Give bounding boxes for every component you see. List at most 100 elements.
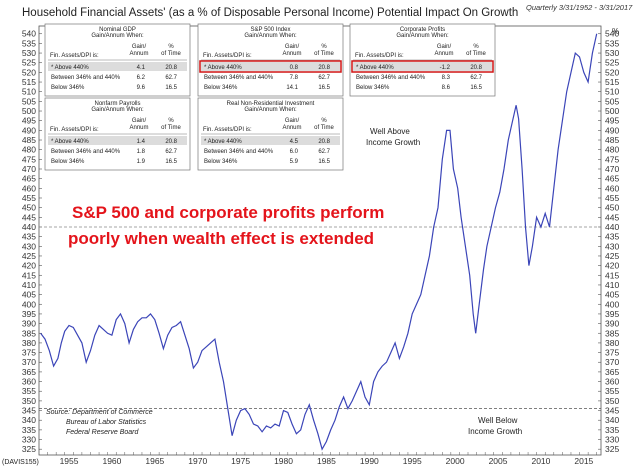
y-tick-label-left: 495 xyxy=(22,116,36,126)
y-tick-label-right: 365 xyxy=(605,367,619,377)
x-tick-label: 1975 xyxy=(231,456,250,466)
stats-table-row-gain: 7.8 xyxy=(290,75,299,81)
y-ticks-right: 3253303353403453503553603653703753803853… xyxy=(598,29,619,454)
y-tick-label-left: 465 xyxy=(22,174,36,184)
footer-tag: (DAVIS155) xyxy=(2,459,39,466)
stats-table-row-gain: 9.6 xyxy=(137,85,146,91)
stats-table-col1-header: Fin. Assets/DPI is: xyxy=(203,53,252,59)
y-tick-label-left: 395 xyxy=(22,309,36,319)
stats-table-row-gain: 1.4 xyxy=(137,139,146,145)
y-tick-label-left: 435 xyxy=(22,232,36,242)
stats-table-row-time: 16.5 xyxy=(470,85,482,91)
stats-table-row-time: 62.7 xyxy=(470,75,482,81)
y-tick-label-right: 390 xyxy=(605,319,619,329)
stats-table-title: Real Non-Residential Investment xyxy=(227,101,315,107)
y-tick-label-right: 460 xyxy=(605,183,619,193)
y-tick-label-right: 535 xyxy=(605,38,619,48)
x-tick-label: 1980 xyxy=(274,456,293,466)
x-tick-label: 2005 xyxy=(489,456,508,466)
stats-table-row-time: 62.7 xyxy=(318,75,330,81)
x-tick-label: 2010 xyxy=(531,456,550,466)
y-tick-label-right: 530 xyxy=(605,48,619,58)
y-tick-label-left: 400 xyxy=(22,299,36,309)
stats-table-row-label: Below 346% xyxy=(204,85,238,91)
y-tick-label-left: 490 xyxy=(22,125,36,135)
y-tick-label-left: 345 xyxy=(22,406,36,416)
stats-table-row-gain: 0.8 xyxy=(290,65,299,71)
y-tick-label-right: 370 xyxy=(605,357,619,367)
y-tick-label-left: 455 xyxy=(22,193,36,203)
stats-table-row-label: Between 346% and 440% xyxy=(204,149,274,155)
y-tick-label-left: 385 xyxy=(22,328,36,338)
stats-table-title: Corporate Profits xyxy=(400,27,445,33)
stats-table-row-gain: 6.2 xyxy=(137,75,146,81)
x-ticks: 1955 1960 1965 1970 1975 1980 1985 1990 1995 2000… xyxy=(47,452,597,466)
stats-table-row-label: Between 346% and 440% xyxy=(204,75,274,81)
stats-table: Real Non-Residential InvestmentGain/Annu… xyxy=(197,97,344,171)
y-tick-label-left: 440 xyxy=(22,222,36,232)
stats-table-col2-header: Gain/ xyxy=(132,118,147,124)
y-tick-label-right: 350 xyxy=(605,396,619,406)
y-tick-label-left: 520 xyxy=(22,67,36,77)
y-tick-label-left: 355 xyxy=(22,386,36,396)
y-tick-label-right: 480 xyxy=(605,145,619,155)
stats-table-col2-header: Annum xyxy=(282,51,301,57)
y-tick-label-right: 355 xyxy=(605,386,619,396)
stats-table-shade xyxy=(353,62,492,71)
stats-table-col1-header: Fin. Assets/DPI is: xyxy=(50,53,99,59)
y-tick-label-right: 415 xyxy=(605,270,619,280)
stats-table-highlight xyxy=(351,60,494,73)
stats-table-title: S&P 500 Index xyxy=(251,27,291,33)
stats-table-col3-header: of Time xyxy=(314,51,334,57)
y-tick-label-left: 515 xyxy=(22,77,36,87)
stats-table-subtitle: Gain/Annum When: xyxy=(244,33,297,39)
stats-table-col2-header: Annum xyxy=(434,51,453,57)
y-tick-label-right: 500 xyxy=(605,106,619,116)
y-tick-label-right: 465 xyxy=(605,174,619,184)
stats-table-col2-header: Gain/ xyxy=(285,118,300,124)
y-tick-label-left: 405 xyxy=(22,290,36,300)
annotation-below-1: Well Below xyxy=(478,416,518,425)
y-tick-label-right: 420 xyxy=(605,261,619,271)
stats-table-col2-header: Gain/ xyxy=(437,44,452,50)
stats-table-col3-header: of Time xyxy=(161,51,181,57)
stats-table-row-label: Between 346% and 440% xyxy=(356,75,426,81)
stats-table-title: Nonfarm Payrolls xyxy=(94,101,140,107)
stats-table-col1-header: Fin. Assets/DPI is: xyxy=(203,127,252,133)
y-tick-label-left: 445 xyxy=(22,212,36,222)
stats-table-row-gain: 6.0 xyxy=(290,149,299,155)
source-line-2: Bureau of Labor Statistics xyxy=(66,419,147,426)
y-tick-label-right: 490 xyxy=(605,125,619,135)
y-tick-label-left: 430 xyxy=(22,241,36,251)
stats-table-row-time: 16.5 xyxy=(318,85,330,91)
stats-table-col3-header: of Time xyxy=(161,125,181,131)
y-ticks-left: 3253303353403453503553603653703753803853… xyxy=(22,29,42,454)
stats-table-shade xyxy=(201,62,340,71)
stats-table-row-label: Below 346% xyxy=(356,85,390,91)
y-tick-label-right: 485 xyxy=(605,135,619,145)
y-tick-label-left: 505 xyxy=(22,96,36,106)
stats-table-row-gain: 14.1 xyxy=(286,85,298,91)
headline-line-2: poorly when wealth effect is extended xyxy=(68,229,374,248)
x-tick-label: 1965 xyxy=(145,456,164,466)
source-line-3: Federal Reserve Board xyxy=(66,429,139,436)
stats-table-row-label: Below 346% xyxy=(51,85,85,91)
y-tick-label-left: 460 xyxy=(22,183,36,193)
stats-table-row-time: 62.7 xyxy=(165,75,177,81)
stats-table-col3-header: % xyxy=(321,44,327,50)
x-tick-label: 2015 xyxy=(574,456,593,466)
stats-table-col2-header: Gain/ xyxy=(132,44,147,50)
stats-table-col3-header: % xyxy=(168,118,174,124)
y-tick-label-right: 445 xyxy=(605,212,619,222)
source-line-1: Source: Department of Commerce xyxy=(46,409,153,416)
y-tick-label-left: 360 xyxy=(22,377,36,387)
y-tick-label-left: 330 xyxy=(22,435,36,445)
stats-table-row-gain: 1.8 xyxy=(137,149,146,155)
y-tick-label-left: 375 xyxy=(22,348,36,358)
stats-table-row-time: 20.8 xyxy=(470,65,482,71)
